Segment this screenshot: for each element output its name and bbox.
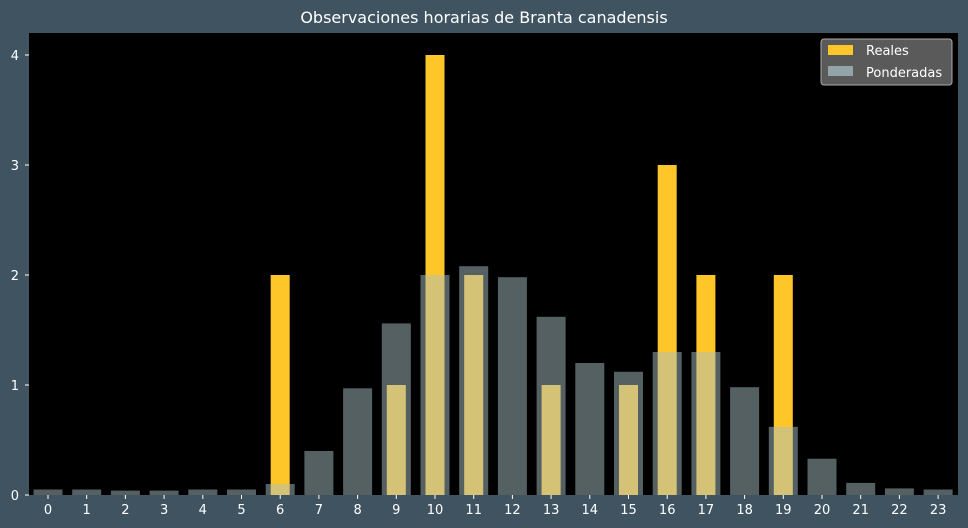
- y-tick-label-2: 2: [11, 269, 19, 284]
- x-tick-label-0: 0: [44, 503, 52, 518]
- plot-area: [29, 33, 958, 495]
- x-tick-label-17: 17: [698, 503, 715, 518]
- bar-ponderadas-23: [923, 489, 953, 495]
- x-tick-label-19: 19: [775, 503, 792, 518]
- bar-ponderadas-13: [536, 316, 566, 495]
- bar-ponderadas-7: [304, 451, 334, 495]
- bar-ponderadas-8: [343, 388, 373, 495]
- legend-box: [820, 38, 953, 86]
- bar-ponderadas-12: [497, 277, 527, 495]
- x-tick-label-2: 2: [121, 503, 129, 518]
- bar-ponderadas-14: [575, 363, 605, 495]
- bar-ponderadas-5: [227, 489, 256, 495]
- x-tick-label-23: 23: [930, 503, 947, 518]
- x-tick-label-14: 14: [582, 503, 599, 518]
- x-tick-label-7: 7: [315, 503, 323, 518]
- bar-ponderadas-6: [265, 484, 295, 495]
- x-tick-label-10: 10: [427, 503, 444, 518]
- x-tick-label-9: 9: [392, 503, 400, 518]
- legend-swatch-reales: [828, 45, 853, 55]
- bar-ponderadas-1: [72, 489, 102, 495]
- chart-title: Observaciones horarias de Branta canaden…: [300, 8, 668, 27]
- x-tick-label-18: 18: [736, 503, 753, 518]
- bar-ponderadas-15: [614, 371, 643, 495]
- x-tick-label-8: 8: [353, 503, 361, 518]
- x-tick-label-22: 22: [891, 503, 908, 518]
- x-tick-label-4: 4: [199, 503, 207, 518]
- bar-ponderadas-0: [33, 489, 63, 495]
- bar-ponderadas-21: [846, 482, 876, 495]
- series-ponderadas: [33, 266, 953, 495]
- x-tick-label-15: 15: [620, 503, 637, 518]
- y-tick-label-1: 1: [11, 379, 19, 394]
- x-tick-label-21: 21: [852, 503, 869, 518]
- legend-label-reales: Reales: [866, 44, 909, 59]
- bar-ponderadas-10: [420, 275, 450, 495]
- y-axis: 0 1 2 3 4: [11, 49, 29, 504]
- y-tick-label-4: 4: [11, 49, 19, 64]
- bar-ponderadas-18: [730, 387, 760, 495]
- bar-ponderadas-19: [768, 426, 798, 495]
- x-tick-label-20: 20: [814, 503, 831, 518]
- x-tick-label-1: 1: [83, 503, 91, 518]
- bar-ponderadas-17: [691, 352, 721, 495]
- bar-ponderadas-2: [110, 490, 140, 495]
- bar-ponderadas-20: [807, 458, 837, 495]
- x-tick-label-16: 16: [659, 503, 676, 518]
- bar-ponderadas-3: [149, 490, 179, 495]
- bar-ponderadas-9: [381, 323, 411, 495]
- x-tick-label-6: 6: [276, 503, 284, 518]
- x-tick-label-11: 11: [465, 503, 482, 518]
- bar-ponderadas-4: [188, 489, 218, 495]
- x-tick-label-5: 5: [237, 503, 245, 518]
- legend-swatch-ponderadas: [828, 66, 853, 76]
- bar-ponderadas-11: [459, 266, 489, 495]
- x-tick-label-12: 12: [504, 503, 521, 518]
- x-tick-label-3: 3: [160, 503, 168, 518]
- legend-label-ponderadas: Ponderadas: [866, 66, 942, 81]
- bar-ponderadas-22: [884, 488, 914, 495]
- legend: Reales Ponderadas: [820, 38, 953, 86]
- bar-ponderadas-16: [652, 352, 682, 495]
- x-tick-label-13: 13: [543, 503, 560, 518]
- y-tick-label-3: 3: [11, 159, 19, 174]
- y-tick-label-0: 0: [11, 489, 19, 504]
- x-axis: 0 1 2 3 4 5 6 7 8 9 10 11 12 13 14 15 16 17 18 19 20 21 22 23: [44, 495, 947, 518]
- bar-reales-6: [270, 275, 290, 495]
